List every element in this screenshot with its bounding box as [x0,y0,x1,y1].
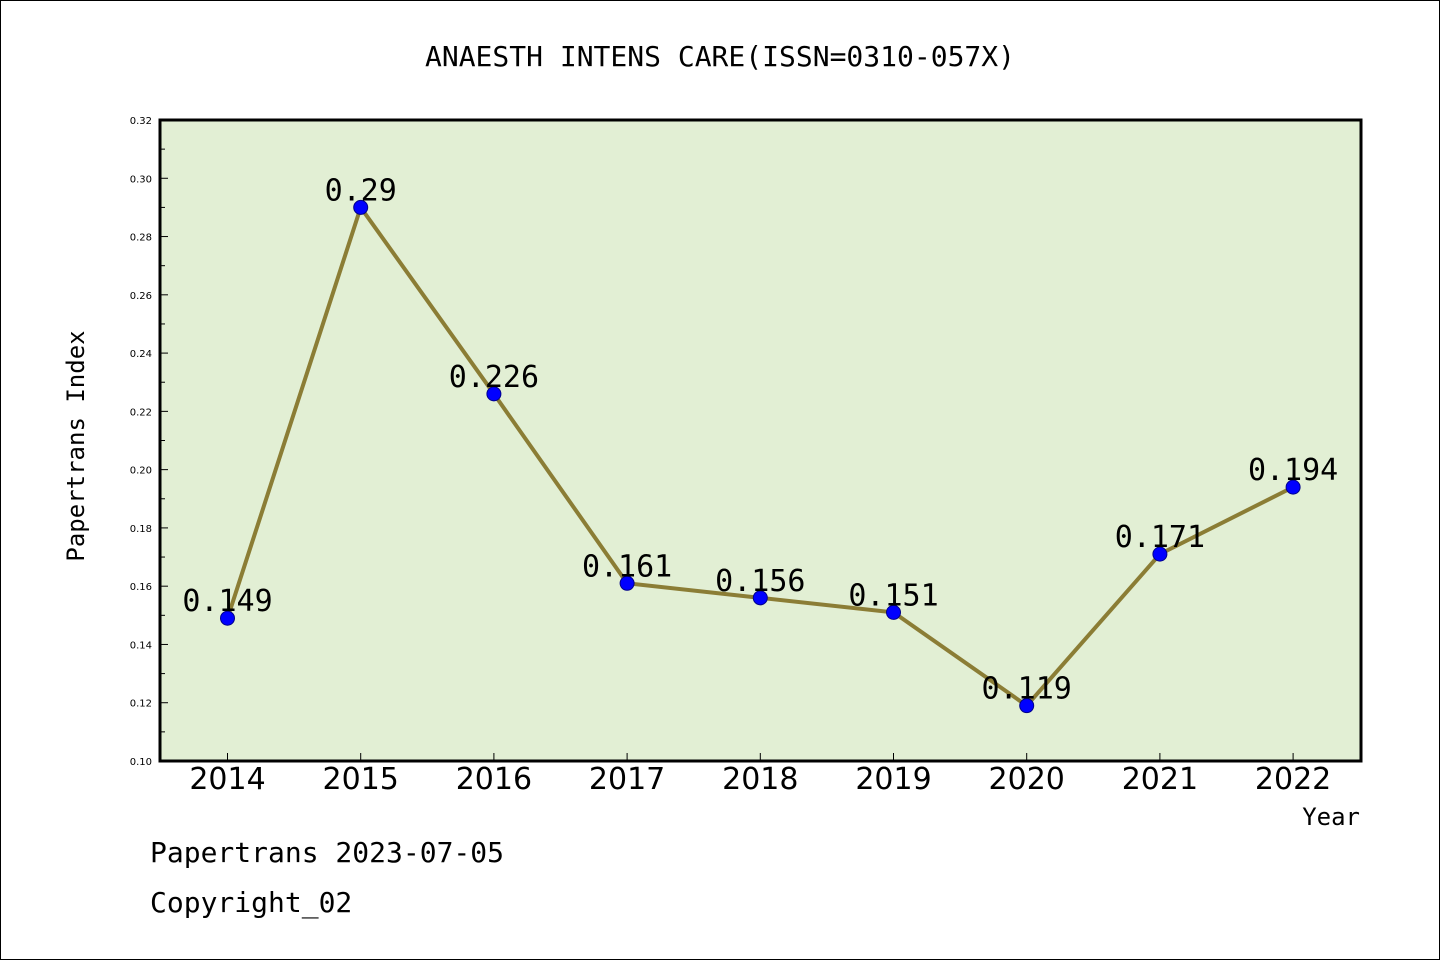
y-tick-label: 0.22 [130,407,152,418]
x-axis-ticks: 2014 2015 2016 2017 2018 2019 2020 2021 2022 [189,753,1331,797]
y-tick-label: 0.14 [130,640,152,651]
data-label: 0.194 [1248,453,1338,488]
data-label: 0.151 [848,578,938,613]
data-point [619,575,635,591]
footer-date: Papertrans 2023-07-05 [150,836,505,869]
y-tick-label: 0.18 [130,524,152,535]
x-tick-label: 2022 [1255,762,1331,797]
x-tick-label: 2017 [589,762,665,797]
x-tick-label: 2014 [189,762,265,797]
data-label: 0.156 [715,564,805,599]
data-point [1019,698,1035,714]
data-point [1152,546,1168,562]
data-label: 0.226 [449,360,539,395]
data-point [1285,479,1301,495]
y-tick-label: 0.10 [130,757,152,768]
y-tick-label: 0.24 [130,349,152,360]
data-point [886,604,901,620]
x-tick-label: 2016 [456,762,532,797]
x-axis-label: Year [1302,803,1360,831]
plot-area [158,118,1363,763]
y-axis-ticks: 0.10 0.12 0.14 0.16 0.18 0.20 0.22 0.24 0.26 0.28… [130,116,168,768]
y-tick-label: 0.28 [130,233,152,244]
data-label: 0.149 [182,584,272,619]
x-tick-label: 2021 [1122,762,1198,797]
data-label: 0.161 [582,549,672,584]
y-tick-label: 0.20 [130,466,152,477]
y-tick-label: 0.12 [130,699,152,710]
data-label: 0.171 [1115,520,1205,555]
y-tick-label: 0.32 [130,116,152,127]
data-point [752,590,768,606]
chart-title: ANAESTH INTENS CARE(ISSN=0310-057X) [425,40,1015,73]
y-tick-label: 0.26 [130,291,152,302]
x-tick-label: 2019 [855,762,931,797]
data-point [220,610,235,626]
footer-copyright: Copyright_02 [150,886,353,919]
data-point [486,386,502,402]
series-group: 0.149 0.29 0.226 0.161 0.156 0.151 0.119 0.171 0… [182,173,1338,714]
data-label: 0.29 [325,173,397,208]
x-tick-label: 2015 [323,762,399,797]
data-label: 0.119 [982,672,1072,707]
y-tick-label: 0.16 [130,582,152,593]
y-axis-label: Papertrans Index [62,330,90,561]
x-tick-label: 2020 [989,762,1065,797]
data-point [353,199,369,215]
x-tick-label: 2018 [722,762,798,797]
y-tick-label: 0.30 [130,174,152,185]
